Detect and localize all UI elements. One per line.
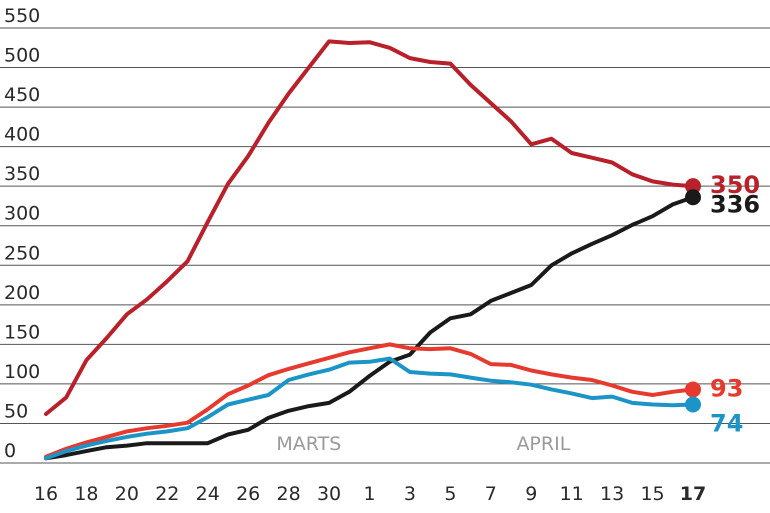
y-tick-350: 350 <box>4 163 40 185</box>
x-tick-8: 24 <box>196 483 220 505</box>
y-tick-450: 450 <box>4 84 40 106</box>
month-label-april: APRIL <box>516 433 570 455</box>
series-end-marker-2 <box>685 381 701 398</box>
x-tick-24: 9 <box>525 483 537 505</box>
series-line-3 <box>44 356 695 461</box>
x-tick-4: 20 <box>115 483 139 505</box>
y-tick-50: 50 <box>4 400 28 422</box>
y-tick-250: 250 <box>4 242 40 264</box>
y-axis-tick-labels: 0 50 100 150 200 250 300 350 400 450 500 550 <box>4 5 40 462</box>
x-tick-6: 22 <box>155 483 179 505</box>
x-tick-10: 26 <box>236 483 260 505</box>
x-axis-tick-labels: 16 18 20 22 24 26 28 30 1 3 5 7 9 11 13 15 17 <box>34 483 706 505</box>
series-end-label-0: 350 <box>710 171 760 199</box>
series-line-0 <box>44 39 695 416</box>
x-tick-2: 18 <box>74 483 98 505</box>
x-tick-22: 7 <box>485 483 497 505</box>
y-tick-400: 400 <box>4 124 40 146</box>
y-tick-500: 500 <box>4 45 40 67</box>
x-tick-14: 30 <box>317 483 341 505</box>
series-end-marker-0 <box>685 178 701 195</box>
y-tick-100: 100 <box>4 361 40 383</box>
y-tick-200: 200 <box>4 282 40 304</box>
series-end-marker-3 <box>685 396 701 413</box>
series-line-2 <box>44 342 695 459</box>
x-tick-30: 15 <box>640 483 664 505</box>
x-tick-12: 28 <box>277 483 301 505</box>
series-end-marker-1 <box>685 189 701 206</box>
series-line-1 <box>44 195 695 461</box>
y-tick-150: 150 <box>4 321 40 343</box>
x-tick-26: 11 <box>560 483 584 505</box>
series-end-label-1: 336 <box>710 190 760 218</box>
month-label-marts: MARTS <box>276 433 341 455</box>
x-tick-28: 13 <box>600 483 624 505</box>
x-tick-16: 1 <box>363 483 375 505</box>
x-tick-32: 17 <box>680 483 706 505</box>
series-end-label-3: 74 <box>710 409 743 437</box>
y-tick-300: 300 <box>4 203 40 225</box>
month-labels: MARTS APRIL <box>276 433 570 455</box>
series-end-label-2: 93 <box>710 374 743 402</box>
y-tick-550: 550 <box>4 5 40 27</box>
x-tick-18: 3 <box>404 483 416 505</box>
x-tick-20: 5 <box>444 483 456 505</box>
gridlines <box>0 27 770 464</box>
x-tick-0: 16 <box>34 483 58 505</box>
y-tick-0: 0 <box>4 440 16 462</box>
